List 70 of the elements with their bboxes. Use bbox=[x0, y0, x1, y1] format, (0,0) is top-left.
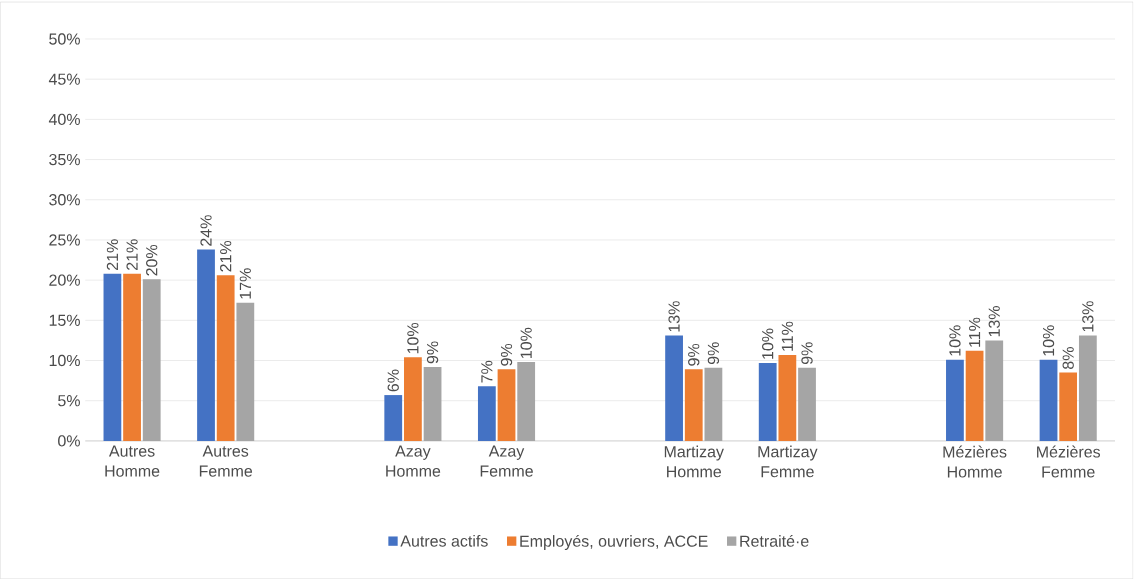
bar bbox=[477, 386, 496, 441]
data-label: 9% bbox=[426, 341, 439, 364]
data-label: 13% bbox=[1082, 301, 1094, 332]
y-tick-label: 20% bbox=[49, 274, 80, 286]
data-label: 21% bbox=[106, 239, 119, 270]
x-tick-label: Mézières Femme bbox=[1037, 445, 1101, 478]
legend-label: Employés, ouvriers, ACCE bbox=[520, 534, 708, 550]
bar bbox=[798, 367, 816, 441]
x-tick-label: Martizay Femme bbox=[758, 445, 818, 478]
data-label: 9% bbox=[707, 342, 720, 364]
bar bbox=[142, 279, 161, 441]
bar bbox=[404, 357, 422, 441]
bar bbox=[704, 367, 723, 441]
data-label: 20% bbox=[146, 244, 158, 276]
x-tick-label: Mézières Homme bbox=[943, 445, 1007, 478]
bar bbox=[946, 359, 964, 441]
bar bbox=[778, 354, 797, 441]
bar bbox=[1078, 335, 1097, 441]
data-label: 9% bbox=[801, 342, 813, 364]
bar bbox=[423, 366, 442, 441]
data-label: 17% bbox=[239, 268, 251, 299]
y-tick-label: 35% bbox=[49, 153, 80, 166]
data-label: 9% bbox=[688, 343, 700, 366]
bar bbox=[684, 369, 703, 441]
data-label: 9% bbox=[500, 343, 513, 366]
data-label: 7% bbox=[481, 360, 493, 383]
bar bbox=[236, 302, 255, 441]
y-tick-label: 10% bbox=[49, 354, 80, 367]
bar bbox=[965, 350, 984, 441]
x-tick-label: Azay Homme bbox=[386, 445, 441, 477]
data-label: 11% bbox=[781, 321, 793, 351]
y-tick-label: 25% bbox=[49, 234, 80, 246]
data-label: 13% bbox=[668, 301, 680, 332]
bar bbox=[1039, 359, 1058, 441]
bar bbox=[517, 362, 536, 441]
x-tick-label: Azay Femme bbox=[480, 445, 533, 477]
bar bbox=[665, 335, 683, 441]
bar bbox=[197, 249, 215, 441]
y-tick-label: 30% bbox=[49, 194, 80, 206]
y-tick-label: 15% bbox=[49, 314, 80, 326]
x-tick-label: Autres Femme bbox=[199, 445, 253, 477]
data-label: 8% bbox=[1062, 347, 1074, 369]
bar bbox=[384, 395, 403, 441]
bar bbox=[758, 362, 777, 441]
data-label: 21% bbox=[220, 240, 232, 272]
legend-label: Retraité·e bbox=[740, 534, 809, 547]
legend-label: Autres actifs bbox=[400, 534, 488, 547]
data-label: 10% bbox=[762, 328, 774, 359]
data-label: 10% bbox=[949, 325, 961, 356]
bar bbox=[985, 340, 1004, 441]
x-tick-label: Martizay Homme bbox=[664, 445, 724, 478]
data-label: 10% bbox=[407, 322, 419, 354]
data-label: 10% bbox=[1042, 325, 1055, 356]
data-label: 13% bbox=[988, 305, 1000, 337]
y-tick-label: 5% bbox=[58, 395, 80, 407]
data-label: 24% bbox=[200, 215, 212, 246]
data-label: 6% bbox=[387, 369, 399, 392]
data-label: 11% bbox=[968, 317, 981, 347]
x-tick-label: Autres Homme bbox=[105, 445, 160, 477]
bar bbox=[103, 273, 122, 441]
bar bbox=[497, 369, 516, 441]
bar bbox=[1059, 372, 1078, 441]
y-tick-label: 40% bbox=[48, 113, 80, 125]
data-label: 21% bbox=[126, 239, 138, 270]
data-label: 10% bbox=[520, 327, 532, 358]
y-tick-label: 50% bbox=[49, 33, 80, 45]
bar bbox=[216, 275, 235, 441]
y-tick-label: 45% bbox=[48, 73, 80, 85]
bar bbox=[123, 273, 141, 441]
y-tick-label: 0% bbox=[58, 435, 80, 447]
